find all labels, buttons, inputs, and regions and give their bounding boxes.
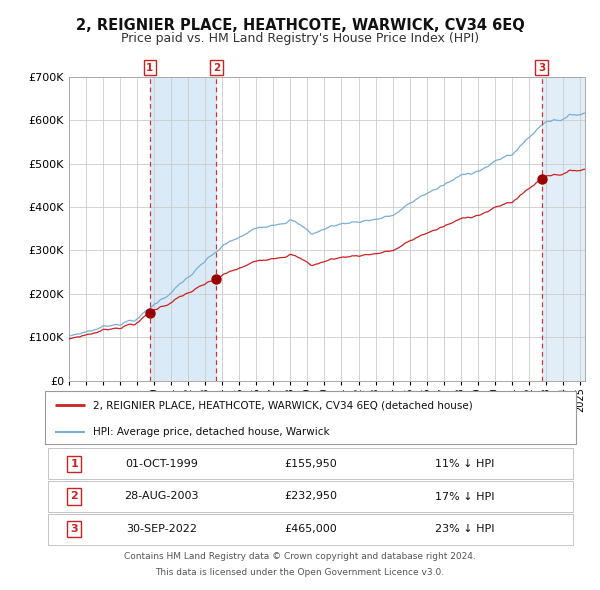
FancyBboxPatch shape — [45, 391, 576, 444]
Text: 17% ↓ HPI: 17% ↓ HPI — [435, 491, 494, 502]
Text: 23% ↓ HPI: 23% ↓ HPI — [435, 525, 494, 535]
FancyBboxPatch shape — [47, 481, 574, 512]
Text: 2, REIGNIER PLACE, HEATHCOTE, WARWICK, CV34 6EQ (detached house): 2, REIGNIER PLACE, HEATHCOTE, WARWICK, C… — [93, 401, 473, 411]
Text: 3: 3 — [70, 525, 78, 535]
Text: 01-OCT-1999: 01-OCT-1999 — [125, 458, 198, 468]
Text: 30-SEP-2022: 30-SEP-2022 — [127, 525, 197, 535]
Text: 28-AUG-2003: 28-AUG-2003 — [125, 491, 199, 502]
Text: 2, REIGNIER PLACE, HEATHCOTE, WARWICK, CV34 6EQ: 2, REIGNIER PLACE, HEATHCOTE, WARWICK, C… — [76, 18, 524, 32]
Text: Contains HM Land Registry data © Crown copyright and database right 2024.: Contains HM Land Registry data © Crown c… — [124, 552, 476, 560]
Text: 11% ↓ HPI: 11% ↓ HPI — [435, 458, 494, 468]
Text: 3: 3 — [538, 63, 545, 73]
Text: 2: 2 — [70, 491, 78, 502]
Text: £465,000: £465,000 — [284, 525, 337, 535]
Text: This data is licensed under the Open Government Licence v3.0.: This data is licensed under the Open Gov… — [155, 568, 445, 576]
Text: 1: 1 — [70, 458, 78, 468]
Text: HPI: Average price, detached house, Warwick: HPI: Average price, detached house, Warw… — [93, 427, 329, 437]
Text: Price paid vs. HM Land Registry's House Price Index (HPI): Price paid vs. HM Land Registry's House … — [121, 32, 479, 45]
FancyBboxPatch shape — [47, 448, 574, 479]
Text: 1: 1 — [146, 63, 154, 73]
Bar — [542, 77, 585, 381]
Bar — [150, 77, 217, 381]
Text: £155,950: £155,950 — [284, 458, 337, 468]
FancyBboxPatch shape — [47, 514, 574, 545]
Text: 2: 2 — [212, 63, 220, 73]
Text: £232,950: £232,950 — [284, 491, 337, 502]
